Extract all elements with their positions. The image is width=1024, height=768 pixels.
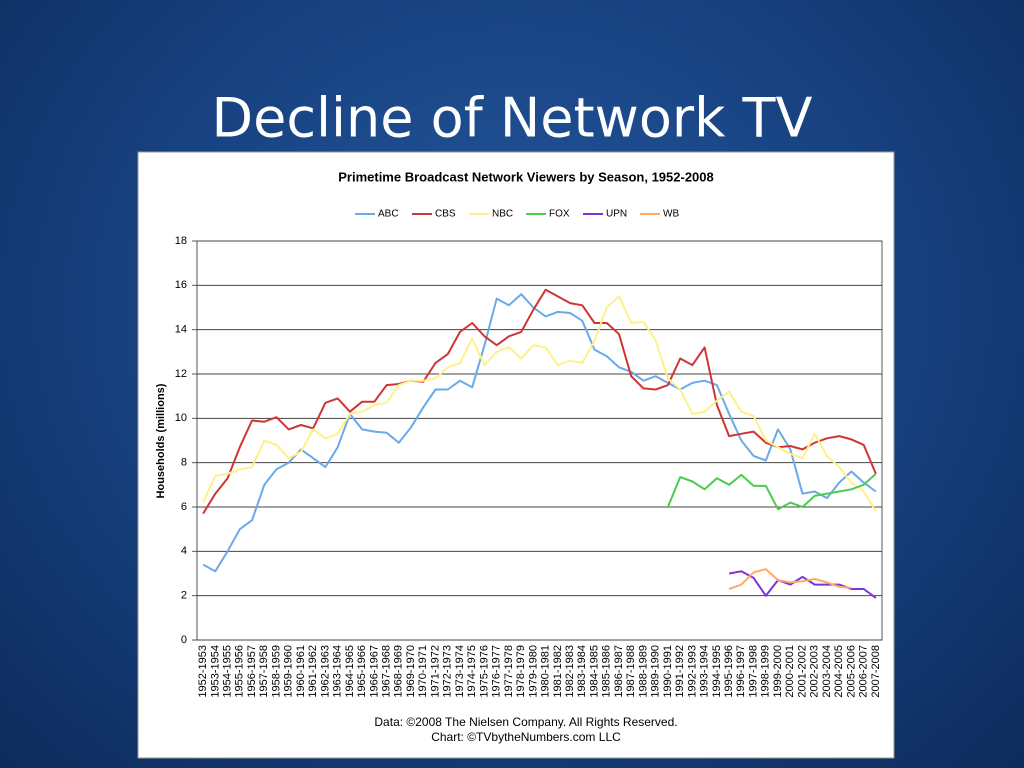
x-tick-label: 1964-1965 <box>344 645 356 698</box>
x-tick-label: 2005-2006 <box>845 645 857 698</box>
series-line <box>202 295 877 512</box>
series-line <box>728 568 852 590</box>
x-tick-label: 1954-1955 <box>221 645 233 698</box>
x-tick-label: 2003-2004 <box>821 645 833 698</box>
x-tick-label: 2002-2003 <box>809 645 821 698</box>
y-tick-label: 2 <box>181 590 187 602</box>
note: Data: ©2008 The Nielsen Company. All Rig… <box>374 715 677 729</box>
series-line <box>666 473 877 511</box>
x-tick-label: 1988-1989 <box>637 645 649 698</box>
x-tick-label: 1985-1986 <box>601 645 613 698</box>
x-tick-label: 1979-1980 <box>527 645 539 698</box>
series-line <box>728 570 877 599</box>
x-tick-label: 1984-1985 <box>588 645 600 698</box>
note: Chart: ©TVbytheNumbers.com LLC <box>431 730 621 744</box>
x-tick-label: 1993-1994 <box>699 645 711 698</box>
y-tick-label: 4 <box>181 545 187 557</box>
x-tick-label: 2007-2008 <box>870 645 882 698</box>
x-tick-label: 2004-2005 <box>833 645 845 698</box>
x-tick-label: 1969-1970 <box>405 645 417 698</box>
x-tick-label: 2006-2007 <box>858 645 870 698</box>
x-tick-label: 1968-1969 <box>393 645 405 698</box>
x-tick-label: 1989-1990 <box>650 645 662 698</box>
x-tick-label: 1958-1959 <box>270 645 282 698</box>
series-line <box>202 293 877 573</box>
x-tick-label: 1967-1968 <box>381 645 393 698</box>
slide-title: Decline of Network TV <box>212 87 813 150</box>
y-tick-label: 0 <box>181 634 187 646</box>
x-tick-label: 1959-1960 <box>283 645 295 698</box>
x-tick-label: 1996-1997 <box>735 645 747 698</box>
x-tick-label: 1974-1975 <box>466 645 478 698</box>
x-tick-label: 1975-1976 <box>478 645 490 698</box>
x-tick-label: 1963-1964 <box>332 645 344 698</box>
y-tick-label: 16 <box>175 279 187 291</box>
x-tick-label: 1970-1971 <box>417 645 429 698</box>
x-tick-label: 1965-1966 <box>356 645 368 698</box>
y-tick-label: 18 <box>175 235 187 247</box>
x-tick-label: 1972-1973 <box>442 645 454 698</box>
legend-label: ABC <box>378 209 399 220</box>
x-tick-label: 1955-1956 <box>234 645 246 698</box>
x-tick-label: 2000-2001 <box>784 645 796 698</box>
y-tick-label: 8 <box>181 457 187 469</box>
x-tick-label: 1991-1992 <box>674 645 686 698</box>
x-tick-label: 1986-1987 <box>613 645 625 698</box>
x-tick-label: 1990-1991 <box>662 645 674 698</box>
legend-label: CBS <box>435 209 456 220</box>
y-tick-label: 10 <box>175 412 187 424</box>
legend-label: WB <box>663 209 679 220</box>
legend-label: UPN <box>606 209 627 220</box>
x-tick-label: 1971-1972 <box>429 645 441 698</box>
x-tick-label: 1999-2000 <box>772 645 784 698</box>
y-tick-label: 14 <box>175 324 187 336</box>
x-tick-label: 1953-1954 <box>209 645 221 698</box>
x-tick-label: 1957-1958 <box>258 645 270 698</box>
x-tick-label: 1962-1963 <box>319 645 331 698</box>
x-tick-label: 1980-1981 <box>540 645 552 698</box>
x-tick-label: 1973-1974 <box>454 645 466 698</box>
legend-label: FOX <box>549 209 570 220</box>
x-tick-label: 1992-1993 <box>686 645 698 698</box>
x-tick-label: 1961-1962 <box>307 645 319 698</box>
x-tick-label: 1997-1998 <box>747 645 759 698</box>
legend-label: NBC <box>492 209 513 220</box>
x-tick-label: 1966-1967 <box>368 645 380 698</box>
x-tick-label: 1998-1999 <box>760 645 772 698</box>
y-tick-label: 6 <box>181 501 187 513</box>
x-tick-label: 1978-1979 <box>515 645 527 698</box>
x-tick-label: 1982-1983 <box>564 645 576 698</box>
x-tick-label: 1987-1988 <box>625 645 637 698</box>
x-tick-label: 1983-1984 <box>576 645 588 698</box>
chart-title: Primetime Broadcast Network Viewers by S… <box>338 169 714 184</box>
y-axis-label: Households (millions) <box>155 383 167 498</box>
x-tick-label: 1977-1978 <box>503 645 515 698</box>
x-tick-label: 1994-1995 <box>711 645 723 698</box>
x-tick-label: 1981-1982 <box>552 645 564 698</box>
x-tick-label: 2001-2002 <box>796 645 808 698</box>
y-tick-label: 12 <box>175 368 187 380</box>
x-tick-label: 1956-1957 <box>246 645 258 698</box>
series-line <box>202 288 877 515</box>
x-tick-label: 1960-1961 <box>295 645 307 698</box>
x-tick-label: 1952-1953 <box>197 645 209 698</box>
x-tick-label: 1995-1996 <box>723 645 735 698</box>
x-tick-label: 1976-1977 <box>491 645 503 698</box>
